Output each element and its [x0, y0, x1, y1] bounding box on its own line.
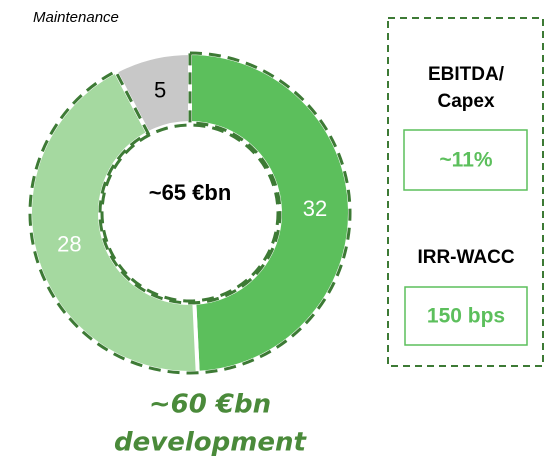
center-label: ~65 €bn [149, 180, 232, 205]
kpi-value: 150 bps [427, 305, 505, 328]
kpi-panel [387, 17, 544, 367]
data-label: 32 [303, 196, 327, 221]
annotation: ~60 €bn [149, 390, 271, 420]
dashed-outline [28, 51, 352, 375]
annotation: development [114, 428, 307, 458]
kpi-value: ~11% [439, 149, 492, 172]
kpi-label: EBITDA/ [428, 64, 505, 85]
kpi-label: Capex [437, 91, 494, 112]
data-label: 5 [154, 77, 166, 102]
kpi-box [404, 286, 528, 346]
data-label: 28 [57, 232, 81, 257]
kpi-label: IRR-WACC [417, 247, 514, 268]
kpi-box [403, 129, 528, 191]
category-label: Maintenance [33, 9, 119, 26]
dashed-outline [100, 123, 280, 303]
